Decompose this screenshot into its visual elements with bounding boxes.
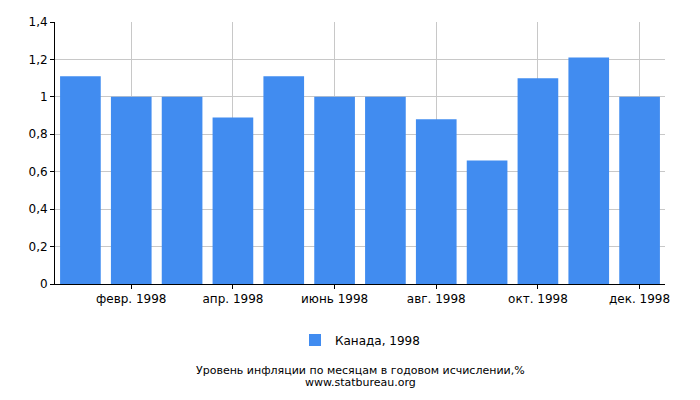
- svg-text:www.statbureau.org: www.statbureau.org: [305, 376, 416, 389]
- svg-text:0,2: 0,2: [29, 240, 48, 254]
- svg-text:дек. 1998: дек. 1998: [609, 292, 670, 306]
- svg-text:июнь 1998: июнь 1998: [301, 292, 368, 306]
- svg-text:1,2: 1,2: [29, 53, 48, 67]
- svg-text:окт. 1998: окт. 1998: [508, 292, 568, 306]
- svg-text:0,6: 0,6: [29, 165, 48, 179]
- svg-text:0,8: 0,8: [29, 127, 48, 141]
- svg-text:1: 1: [40, 90, 48, 104]
- svg-text:1,4: 1,4: [29, 15, 48, 29]
- svg-text:февр. 1998: февр. 1998: [96, 292, 167, 306]
- svg-text:Уровень инфляции по месяцам в: Уровень инфляции по месяцам в годовом ис…: [196, 364, 525, 377]
- svg-text:Канада, 1998: Канада, 1998: [335, 334, 420, 348]
- svg-text:апр. 1998: апр. 1998: [202, 292, 263, 306]
- svg-text:0,4: 0,4: [29, 202, 48, 216]
- svg-text:0: 0: [40, 277, 48, 291]
- svg-text:авг. 1998: авг. 1998: [407, 292, 466, 306]
